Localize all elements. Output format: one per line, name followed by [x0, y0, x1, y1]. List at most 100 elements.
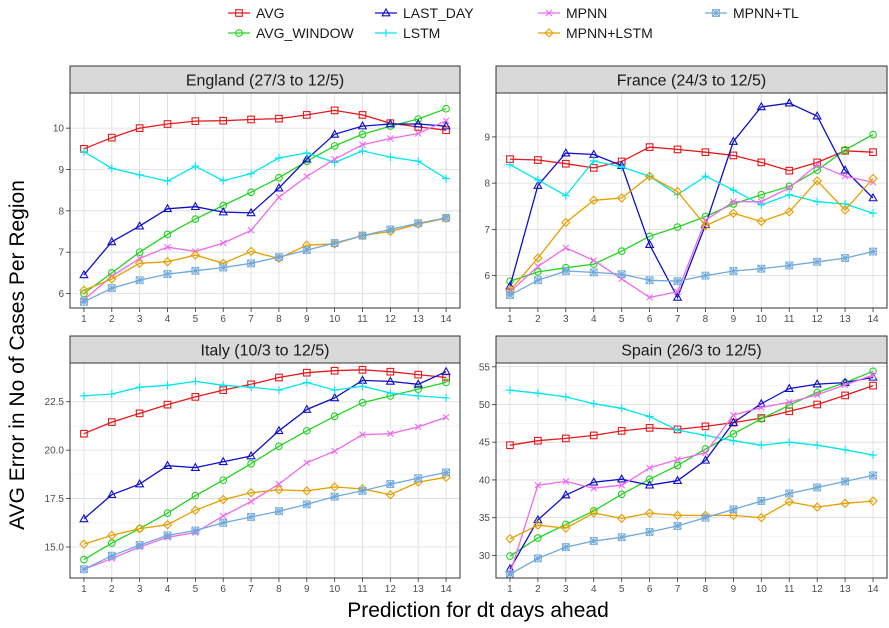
- point-mpnn-tl-2: [534, 554, 542, 563]
- series-line-avg-window: [83, 381, 447, 561]
- point-lstm-6: [645, 412, 654, 421]
- point-mpnn-lstm-2: [533, 253, 543, 263]
- point-mpnn-tl-7-frame: [247, 259, 255, 268]
- x-tick-label: 12: [812, 314, 824, 325]
- series-mpnn-tl: [506, 247, 877, 299]
- point-mpnn-tl-5-frame: [191, 526, 200, 535]
- panel-spain-strip: [495, 335, 888, 364]
- point-lstm-9: [729, 186, 738, 195]
- point-mpnn-tl-9: [302, 246, 311, 255]
- series-line-mpnn-tl: [83, 217, 447, 303]
- point-avg-2: [107, 418, 116, 426]
- point-mpnn-13: [841, 172, 849, 180]
- series-line-avg: [83, 369, 447, 435]
- point-mpnn-tl-12: [386, 480, 395, 488]
- point-mpnn-7: [674, 288, 681, 296]
- panel-italy-x-axis: 1 2 3 4 5 6 7 8 9 10 11 12 13 14: [81, 578, 452, 595]
- point-avg-11: [785, 407, 794, 416]
- point-mpnn-tl-8-frame: [275, 253, 283, 262]
- point-mpnn-tl-12-frame: [386, 225, 395, 234]
- x-tick-label: 13: [413, 584, 425, 595]
- point-mpnn-7: [674, 456, 681, 463]
- point-avg-9: [729, 151, 738, 160]
- point-avg-9: [302, 368, 311, 377]
- point-last-day-5: [190, 462, 201, 471]
- point-lstm-9: [302, 148, 311, 157]
- point-last-day-10: [329, 129, 340, 138]
- point-mpnn-tl-2: [107, 284, 116, 293]
- point-last-day-2: [533, 180, 543, 189]
- series-line-mpnn: [509, 374, 874, 574]
- legend-marker-last-day: [381, 7, 391, 17]
- point-lstm-11: [785, 190, 794, 199]
- point-lstm-2: [107, 389, 116, 398]
- point-lstm-8: [701, 172, 710, 181]
- series-avg: [80, 106, 450, 153]
- point-mpnn-lstm-3: [134, 523, 145, 534]
- point-avg-window-11: [358, 130, 367, 139]
- point-mpnn-tl-1: [506, 570, 514, 579]
- point-mpnn-tl-13-frame: [414, 474, 423, 483]
- series-last-day: [79, 118, 451, 279]
- point-mpnn-9: [730, 198, 737, 206]
- point-mpnn-13: [414, 130, 422, 137]
- point-lstm-7: [673, 426, 682, 435]
- point-mpnn-tl-2: [534, 276, 542, 285]
- point-mpnn-lstm-4: [162, 256, 173, 267]
- point-mpnn-tl-1: [506, 291, 514, 299]
- point-mpnn-12: [813, 161, 821, 169]
- point-last-day-13: [413, 118, 423, 128]
- point-mpnn-tl-12: [386, 225, 395, 234]
- point-mpnn-lstm-7: [672, 186, 683, 197]
- point-lstm-7: [247, 169, 256, 178]
- point-mpnn-lstm-2: [533, 520, 543, 530]
- point-avg-3: [135, 409, 144, 418]
- x-tick-label: 9: [731, 314, 737, 325]
- point-mpnn-lstm-10: [756, 512, 767, 523]
- series-last-day: [79, 366, 451, 523]
- point-avg-6: [645, 424, 654, 432]
- legend-marker-avg-window: [235, 29, 243, 37]
- panel-france-strip: [495, 65, 888, 94]
- point-mpnn-tl-9-frame: [302, 246, 311, 255]
- point-mpnn-tl-12: [813, 483, 822, 492]
- x-tick-label: 5: [619, 314, 625, 325]
- point-last-day-11: [357, 120, 368, 130]
- y-tick-label: 22.5: [45, 397, 65, 408]
- point-mpnn-lstm-2: [107, 530, 117, 541]
- point-mpnn-tl-7-frame: [673, 277, 682, 286]
- point-mpnn-tl-11-frame: [785, 261, 794, 270]
- point-mpnn-lstm-14: [441, 213, 451, 224]
- point-avg-window-13: [841, 146, 849, 154]
- point-lstm-1: [505, 386, 514, 395]
- point-avg-window-10: [757, 190, 766, 199]
- series-line-last-day: [83, 371, 447, 520]
- point-lstm-3: [135, 170, 144, 179]
- legend-marker-mpnn: [545, 9, 553, 17]
- point-avg-window-10: [757, 414, 766, 423]
- series-line-mpnn: [83, 120, 447, 301]
- point-mpnn-tl-6: [219, 263, 228, 272]
- y-axis-title: AVG Error in No of Cases Per Region: [6, 180, 29, 530]
- point-last-day-8: [274, 425, 284, 435]
- point-lstm-14: [442, 174, 451, 183]
- point-avg-10: [330, 366, 339, 375]
- legend-item-lstm: LSTM: [375, 25, 440, 41]
- x-tick-label: 11: [784, 314, 795, 325]
- point-last-day-12: [812, 110, 822, 120]
- point-last-day-5: [616, 474, 627, 483]
- point-lstm-14: [869, 209, 878, 218]
- y-tick-label: 17.5: [45, 494, 65, 505]
- panel-italy: Italy (10/3 to 12/5)15.017.520.022.51 2 3 4…: [45, 335, 461, 595]
- panel-italy-title: Italy (10/3 to 12/5): [201, 343, 330, 360]
- panel-italy-border: [69, 362, 461, 579]
- point-mpnn-lstm-4: [162, 519, 173, 530]
- point-avg-11: [785, 166, 794, 175]
- point-last-day-8: [700, 455, 711, 464]
- point-mpnn-tl-10: [330, 239, 339, 247]
- series-line-lstm: [509, 389, 874, 456]
- point-avg-window-5: [191, 491, 200, 500]
- point-avg-window-2: [534, 534, 542, 542]
- point-mpnn-lstm-1: [79, 285, 89, 295]
